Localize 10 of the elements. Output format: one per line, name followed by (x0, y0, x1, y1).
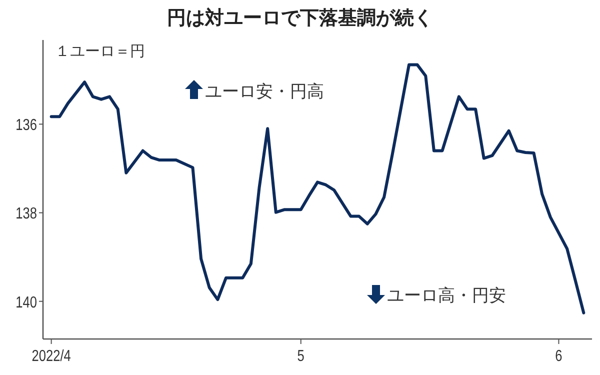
annotation: ユーロ高・円安 (387, 286, 506, 305)
x-tick-label: 2022/4 (32, 348, 71, 366)
annotation: ユーロ安・円高 (205, 82, 324, 101)
chart-title: 円は対ユーロで下落基調が続く (167, 7, 433, 29)
y-axis-title: １ユーロ＝円 (55, 43, 145, 60)
x-tick-label: 5 (297, 348, 304, 366)
y-tick-label: 138 (16, 206, 37, 224)
x-tick-label: 6 (555, 348, 562, 366)
y-tick-label: 136 (16, 116, 37, 135)
y-tick-label: 140 (16, 294, 37, 312)
